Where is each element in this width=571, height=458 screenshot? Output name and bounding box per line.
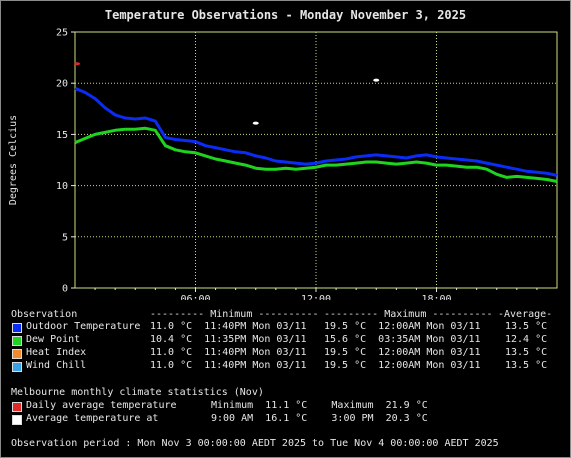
table-header-minimum: --------- Minimum ---------- — [150, 309, 319, 320]
row-max: 19.5 °C 12:00AM Mon 03/11 — [324, 347, 481, 358]
row-label: Outdoor Temperature — [26, 321, 141, 332]
y-tick-label: 15 — [56, 130, 68, 141]
series-line-outdoor-temperature — [74, 86, 558, 177]
row-label: Wind Chill — [26, 360, 87, 371]
climate-heading: Melbourne monthly climate statistics (No… — [11, 387, 264, 398]
climate-label: Daily average temperature — [26, 400, 177, 411]
legend-swatch-wind-chill — [12, 362, 22, 372]
y-tick-label: 0 — [62, 284, 68, 295]
y-tick-label: 5 — [62, 232, 68, 243]
table-header-average: -Average- — [498, 309, 553, 320]
series-line-dew-point — [74, 126, 558, 183]
plot-area — [74, 31, 558, 289]
row-min: 11.0 °C 11:40PM Mon 03/11 — [150, 360, 307, 371]
x-tick-label: 12:00 — [301, 294, 331, 300]
x-tick-label: 18:00 — [421, 294, 451, 300]
row-avg: 13.5 °C — [505, 347, 548, 358]
row-avg: 13.5 °C — [505, 321, 548, 332]
climate-marker — [373, 78, 380, 82]
legend-swatch-heat-index — [12, 349, 22, 359]
climate-markers — [74, 62, 380, 125]
y-tick-label: 20 — [56, 79, 68, 90]
x-tick-label: 06:00 — [180, 294, 210, 300]
grid — [74, 31, 558, 289]
row-label: Dew Point — [26, 334, 81, 345]
legend-swatch-average-temperature — [12, 415, 22, 425]
legend-swatch-daily-average — [12, 402, 22, 412]
temperature-chart: 0 5 10 15 20 25 06:00 12:00 18:00 Degrees Celciu… — [8, 28, 558, 300]
row-max: 15.6 °C 03:35AM Mon 03/11 — [324, 334, 481, 345]
legend-swatch-dew-point — [12, 336, 22, 346]
y-axis-label: Degrees Celcius — [8, 115, 19, 205]
axis-ticks: 0 5 10 15 20 25 06:00 12:00 18:00 — [56, 28, 538, 300]
climate-marker — [252, 121, 259, 125]
row-max: 19.5 °C 12:00AM Mon 03/11 — [324, 360, 481, 371]
row-min: 11.0 °C 11:40PM Mon 03/11 — [150, 321, 307, 332]
table-header-maximum: --------- Maximum ---------- — [324, 309, 493, 320]
observation-period: Observation period : Mon Nov 3 00:00:00 … — [11, 438, 499, 449]
row-label: Heat Index — [26, 347, 87, 358]
climate-values: Minimum 11.1 °C Maximum 21.9 °C — [211, 400, 428, 411]
climate-marker — [74, 62, 80, 66]
y-tick-label: 25 — [56, 28, 68, 39]
chart-title: Temperature Observations - Monday Novemb… — [104, 8, 467, 22]
row-min: 11.0 °C 11:40PM Mon 03/11 — [150, 347, 307, 358]
row-max: 19.5 °C 12:00AM Mon 03/11 — [324, 321, 481, 332]
climate-values: 9:00 AM 16.1 °C 3:00 PM 20.3 °C — [211, 413, 428, 424]
series-lines — [74, 86, 558, 183]
climate-label: Average temperature at — [26, 413, 159, 424]
row-min: 10.4 °C 11:35PM Mon 03/11 — [150, 334, 307, 345]
row-avg: 12.4 °C — [505, 334, 548, 345]
row-avg: 13.5 °C — [505, 360, 548, 371]
legend-swatch-outdoor-temperature — [12, 323, 22, 333]
y-tick-label: 10 — [56, 181, 68, 192]
table-header-observation: Observation — [11, 309, 78, 320]
